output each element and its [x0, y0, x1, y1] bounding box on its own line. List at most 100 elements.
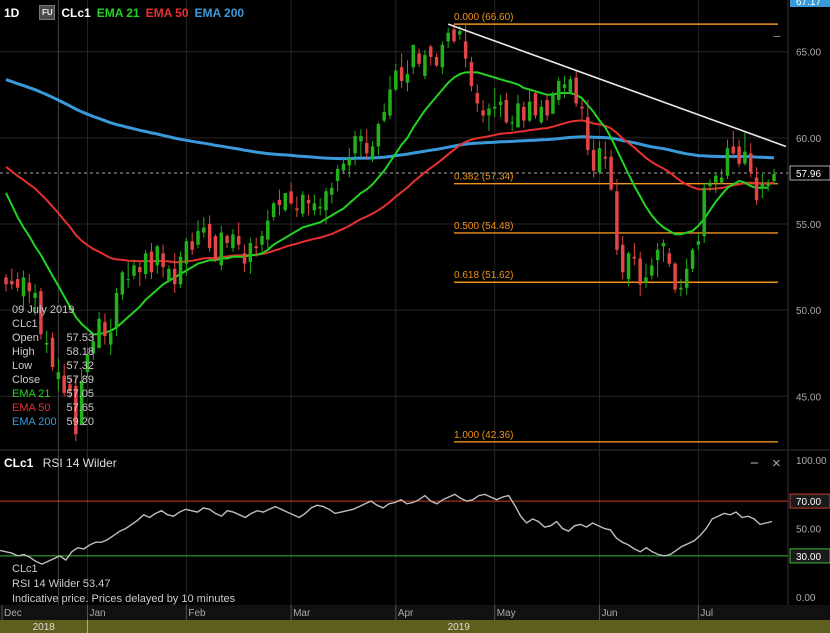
tooltip-row-label: EMA 21 [12, 388, 51, 400]
candle-body [673, 263, 677, 290]
candle-body [487, 108, 491, 116]
candle-body [737, 146, 741, 164]
candle-body [126, 279, 130, 281]
rsi-level-label: 30.00 [796, 552, 821, 563]
tooltip-row-label: Low [12, 360, 33, 372]
symbol-label[interactable]: CLc1 [61, 5, 91, 20]
candle-body [423, 55, 427, 76]
rsi-line [0, 493, 773, 565]
candle-body [260, 236, 264, 245]
rsi-axis-label: 100.00 [796, 456, 827, 467]
candle-body [10, 280, 14, 285]
rsi-level-badge [789, 493, 830, 509]
candle-body [91, 341, 96, 354]
candle-body [85, 354, 90, 373]
tooltip-row-value: 59.20 [66, 416, 94, 428]
tooltip-row-label: EMA 50 [12, 402, 51, 414]
rsi-axis-label: 0.00 [796, 593, 816, 604]
candle-body [626, 253, 631, 280]
candle-body [539, 106, 544, 123]
candle-body [731, 146, 736, 154]
candle-body [545, 99, 549, 116]
fib-level-label: 0.500 (54.48) [454, 221, 514, 232]
ema50-legend[interactable]: EMA 50 [145, 5, 189, 20]
year-label: 2018 [33, 622, 56, 633]
candle-body [149, 251, 154, 273]
ohlc-tooltip: 09 July 2019 CLc1 Open 57.53 High 58.18 Low 5… [12, 303, 94, 429]
candle-body [283, 192, 288, 211]
tooltip-row-label: Close [12, 374, 41, 386]
tooltip-row-value: 58.18 [66, 346, 94, 358]
candle-body [562, 84, 567, 88]
candle-body [114, 292, 119, 328]
candle-body [138, 267, 142, 273]
candle-body [254, 246, 258, 249]
candle-body [33, 292, 37, 299]
fib-level-label: 1.000 (42.36) [454, 430, 514, 441]
trendline [447, 23, 787, 148]
candle-body [271, 203, 276, 218]
rsi-symbol: CLc1 [4, 456, 34, 470]
candle-body [714, 175, 718, 183]
rsi-footer-symbol: CLc1 [12, 563, 38, 575]
candle-body [446, 32, 450, 42]
candle-body [202, 227, 206, 233]
candle-body [27, 282, 32, 292]
delay-notice: Indicative price. Prices delayed by 10 m… [12, 593, 236, 605]
panel-minimize-button[interactable]: − [773, 28, 782, 44]
candle-body [725, 148, 730, 176]
candle-body [766, 182, 770, 187]
rsi-minimize-button[interactable]: − [750, 455, 759, 472]
candle-body [97, 318, 101, 349]
candle-body [248, 242, 253, 262]
candle-body [609, 156, 613, 190]
candle-body [650, 265, 654, 276]
candle-body [21, 277, 26, 297]
rsi-value: RSI 14 Wilder 53.47 [12, 578, 111, 590]
rsi-header: CLc1 RSI 14 Wilder [4, 456, 117, 470]
candle-body [708, 182, 712, 187]
candle-body [696, 241, 701, 245]
rsi-axis-label: 50.00 [796, 525, 821, 536]
fib-level-label: 0.382 (57.34) [454, 172, 514, 183]
tooltip-row: High 58.18 [12, 345, 94, 359]
candle-body [748, 153, 753, 173]
candle-body [295, 208, 299, 211]
candle-body [266, 220, 270, 240]
candle-body [219, 232, 224, 266]
timeframe-label[interactable]: 1D [4, 5, 20, 20]
candle-body [719, 177, 724, 183]
candle-body [620, 244, 625, 273]
candle-body [440, 44, 445, 68]
candle-body [743, 151, 747, 164]
rsi-close-button[interactable]: × [772, 455, 781, 472]
tooltip-row: Open 57.53 [12, 331, 94, 345]
candle-body [56, 372, 61, 380]
candle-body [15, 279, 20, 288]
candle-body [690, 249, 695, 269]
candle-body [632, 256, 637, 259]
candle-body [394, 70, 398, 90]
price-axis-label: 60.00 [796, 134, 821, 145]
candle-body [318, 206, 322, 209]
candle-body [586, 117, 590, 150]
candle-body [411, 44, 416, 68]
candle-body [667, 253, 672, 264]
tooltip-row: EMA 200 59.20 [12, 415, 94, 429]
candle-body [155, 246, 160, 266]
candle-body [760, 184, 765, 188]
candle-body [591, 149, 596, 171]
candle-body [289, 191, 293, 204]
ema21-legend[interactable]: EMA 21 [96, 5, 140, 20]
candle-body [405, 74, 410, 83]
candles [4, 24, 776, 442]
tooltip-row-label: EMA 200 [12, 416, 57, 428]
candle-body [644, 277, 648, 283]
ema200-legend[interactable]: EMA 200 [194, 5, 245, 20]
price-axis-label: 55.00 [796, 220, 821, 231]
year-bar [0, 620, 830, 633]
